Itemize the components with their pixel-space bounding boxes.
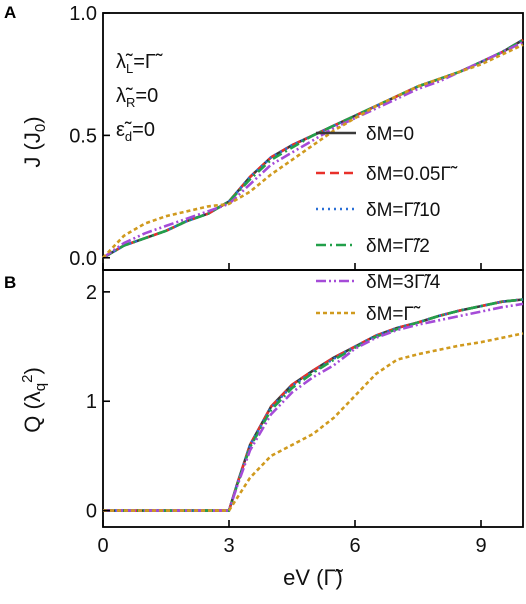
legend-label: δM=Γ̃/10 — [366, 200, 440, 221]
panel-b-series-5 — [103, 332, 524, 512]
annotation-lambda-r: λ̃R=0 — [116, 85, 158, 110]
panel-b-series-1 — [103, 298, 524, 512]
panel-b-y-tick-label: 1 — [86, 391, 97, 413]
panel-b-series-3 — [103, 298, 524, 512]
panel-b-y-tick-label: 2 — [86, 282, 97, 304]
panel-b-plot — [103, 298, 524, 512]
panel-b-letter: B — [4, 273, 16, 292]
panel-a-y-tick-label: 1.0 — [69, 3, 97, 25]
panel-b-frame — [102, 269, 524, 528]
panel-b-series-2 — [103, 298, 524, 512]
panel-a-series-3 — [102, 38, 524, 259]
panel-b-series-4 — [103, 302, 524, 512]
annotation-epsilon-d: ε̃d=0 — [116, 119, 155, 144]
legend-label: δM=3Γ̃/4 — [366, 272, 441, 293]
legend: δM=0 δM=0.05Γ̃ δM=Γ̃/10 δM=Γ̃/2 δM=3Γ̃/4 δM=Γ… — [316, 124, 458, 325]
legend-label: δM=Γ̃ — [366, 304, 421, 325]
annotation-lambda-l: λ̃L=Γ̃ — [116, 51, 163, 76]
x-axis-title: eV (Γ̃) — [283, 565, 343, 590]
legend-label: δM=Γ̃/2 — [366, 236, 430, 257]
panel-b-ylabel: Q (λq2) — [19, 367, 49, 433]
axis-ticks: 0.0 0.5 1.0 0 3 6 9 0 1 2 — [69, 3, 486, 557]
panel-a-plot — [102, 38, 524, 259]
panel-a-y-tick-label: 0.5 — [69, 125, 97, 147]
x-tick-label: 0 — [97, 535, 108, 557]
panel-a-letter: A — [4, 3, 16, 22]
x-tick-label: 6 — [349, 535, 360, 557]
panel-b-series-0 — [103, 298, 524, 512]
panel-b-y-tick-label: 0 — [86, 501, 97, 523]
legend-label: δM=0 — [366, 124, 414, 145]
panel-a-series-4 — [102, 41, 524, 259]
legend-label: δM=0.05Γ̃ — [366, 164, 458, 185]
panel-a-ylabel: J (J0) — [20, 116, 49, 167]
x-tick-label: 3 — [223, 535, 234, 557]
x-tick-label: 9 — [475, 535, 486, 557]
panel-a-y-tick-label: 0.0 — [69, 248, 97, 270]
panel-a-series-5 — [102, 43, 524, 259]
